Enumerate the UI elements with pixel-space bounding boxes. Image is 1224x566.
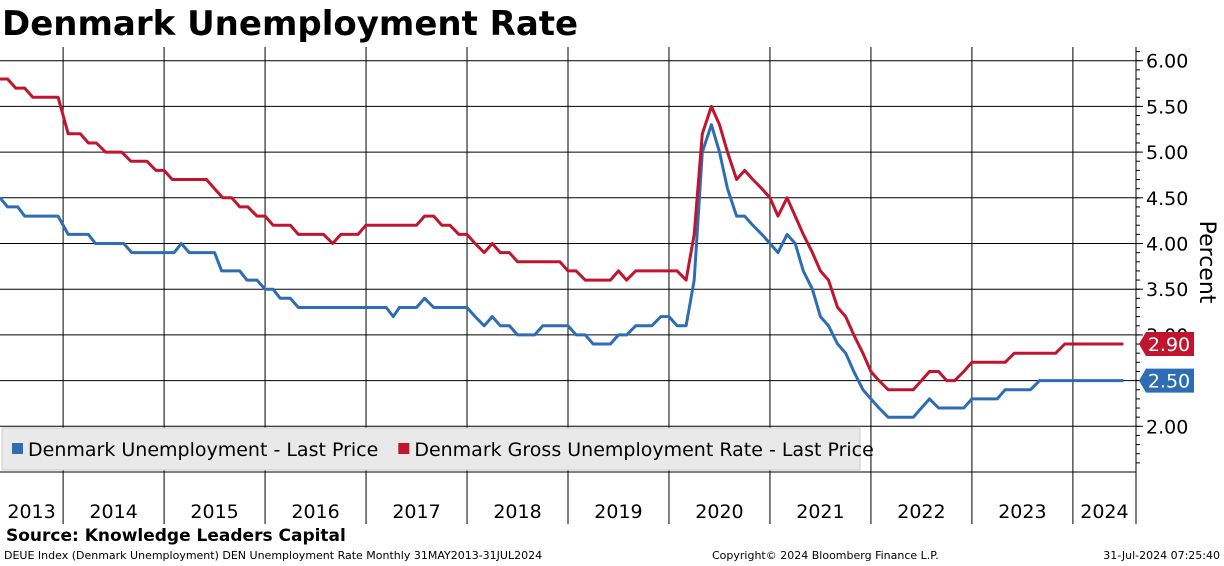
y-tick-label: 6.00 (1146, 51, 1188, 73)
legend-swatch-2 (398, 443, 410, 454)
footer-timestamp: 31-Jul-2024 07:25:40 (1103, 549, 1220, 562)
last-value-label-2: 2.90 (1148, 334, 1190, 356)
x-tick-label: 2015 (190, 501, 238, 523)
series-line-1 (0, 123, 1124, 419)
x-tick-label: 2024 (1080, 501, 1128, 523)
source-note: Source: Knowledge Leaders Capital (6, 526, 346, 546)
x-tick-label: 2019 (594, 501, 642, 523)
y-tick-label: 5.50 (1146, 96, 1188, 118)
axes: 6.005.505.004.504.003.503.002.502.002013… (0, 47, 1219, 524)
x-tick-label: 2018 (493, 501, 541, 523)
y-tick-label: 5.00 (1146, 142, 1188, 164)
legend-label-2: Denmark Gross Unemployment Rate - Last P… (414, 439, 874, 461)
y-tick-label: 4.50 (1146, 188, 1188, 210)
grid (0, 47, 1136, 472)
legend-label-1: Denmark Unemployment - Last Price (28, 439, 378, 461)
series-lines (0, 77, 1124, 419)
x-tick-label: 2021 (796, 501, 844, 523)
footer-index-info: DEUE Index (Denmark Unemployment) DEN Un… (4, 549, 543, 562)
y-tick-label: 4.00 (1146, 234, 1188, 256)
y-tick-label: 3.50 (1146, 279, 1188, 301)
y-tick-label: 2.00 (1146, 416, 1188, 438)
last-value-tag-2 (1139, 332, 1194, 357)
x-tick-label: 2017 (392, 501, 440, 523)
chart-title: Denmark Unemployment Rate (2, 4, 579, 44)
x-tick-label: 2013 (7, 501, 55, 523)
series-line-2 (0, 77, 1124, 392)
last-value-labels: 2.50 2.90 (1139, 332, 1194, 393)
legend-swatch-1 (12, 443, 23, 454)
x-tick-label: 2020 (695, 501, 743, 523)
legend: Denmark Unemployment - Last Price Denmark… (1, 427, 874, 471)
last-value-label-1: 2.50 (1148, 371, 1190, 393)
x-tick-label: 2014 (89, 501, 137, 523)
legend-box (1, 427, 861, 471)
x-tick-label: 2023 (998, 501, 1046, 523)
x-tick-label: 2022 (897, 501, 945, 523)
y-axis-label: Percent (1194, 221, 1219, 304)
last-value-tag-1 (1139, 368, 1194, 393)
footer-copyright: Copyright© 2024 Bloomberg Finance L.P. (712, 549, 939, 562)
x-tick-label: 2016 (291, 501, 339, 523)
